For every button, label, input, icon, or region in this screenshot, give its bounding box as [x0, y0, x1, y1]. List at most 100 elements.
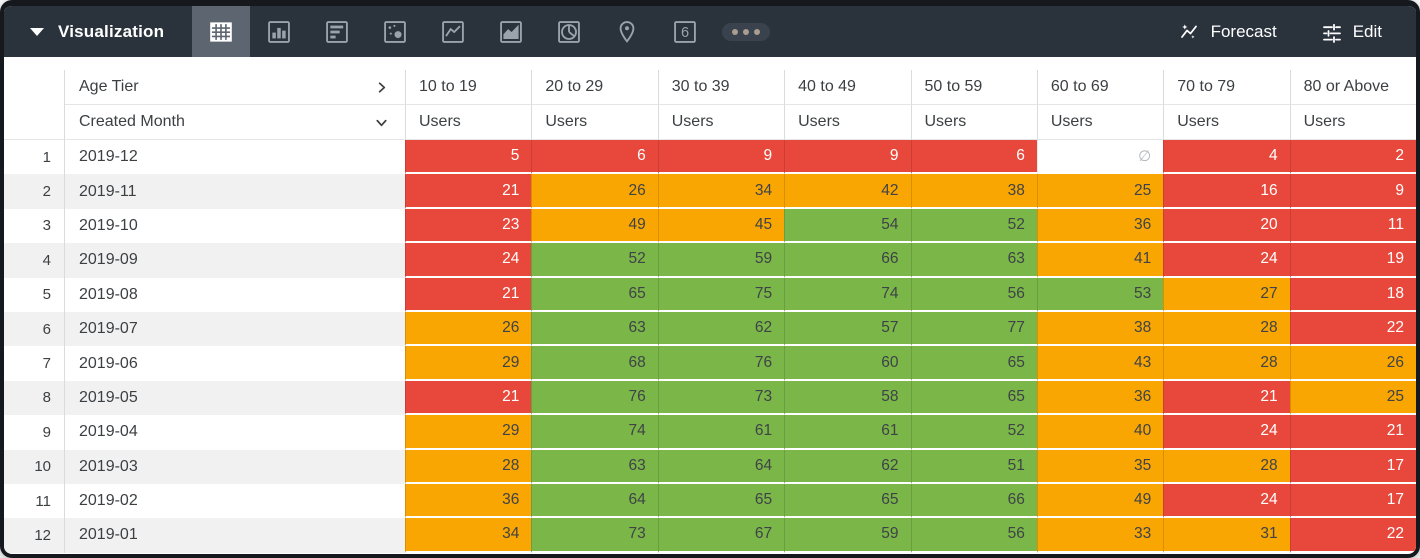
- data-cell[interactable]: 29: [405, 415, 532, 450]
- measure-label-header[interactable]: Users: [910, 105, 1037, 140]
- chevron-right-icon[interactable]: [374, 80, 389, 95]
- data-cell[interactable]: 61: [657, 415, 785, 450]
- map-viz-icon[interactable]: [598, 6, 656, 57]
- data-cell[interactable]: 24: [1163, 483, 1290, 519]
- data-cell[interactable]: 26: [1289, 346, 1416, 381]
- data-cell[interactable]: 29: [405, 346, 532, 381]
- data-cell[interactable]: 52: [531, 243, 658, 278]
- measure-label-header[interactable]: Users: [657, 105, 785, 140]
- measure-label-header[interactable]: Users: [1036, 105, 1164, 140]
- data-cell[interactable]: 23: [405, 208, 532, 244]
- data-cell[interactable]: 28: [1163, 311, 1290, 347]
- data-cell[interactable]: 34: [405, 518, 532, 553]
- data-cell[interactable]: 64: [531, 483, 658, 519]
- data-cell[interactable]: 58: [784, 380, 911, 416]
- data-cell[interactable]: 36: [405, 483, 532, 519]
- data-cell[interactable]: 6: [910, 140, 1037, 175]
- data-cell[interactable]: 51: [910, 449, 1037, 484]
- month-cell[interactable]: 2019-02: [65, 483, 405, 519]
- data-cell[interactable]: 76: [531, 380, 658, 416]
- pivot-value-header[interactable]: 20 to 29: [531, 70, 658, 105]
- data-cell[interactable]: 16: [1163, 174, 1290, 209]
- month-cell[interactable]: 2019-11: [65, 174, 405, 209]
- data-cell[interactable]: 54: [784, 208, 911, 244]
- data-cell[interactable]: 6: [531, 140, 658, 175]
- data-cell[interactable]: 56: [910, 518, 1037, 553]
- data-cell[interactable]: 9: [657, 140, 785, 175]
- row-field-header[interactable]: Created Month: [65, 105, 405, 140]
- data-cell[interactable]: 40: [1036, 415, 1164, 450]
- pie-chart-viz-icon[interactable]: [540, 6, 598, 57]
- data-cell[interactable]: 52: [910, 415, 1037, 450]
- data-cell[interactable]: 24: [1163, 243, 1290, 278]
- data-cell[interactable]: 33: [1036, 518, 1164, 553]
- data-cell[interactable]: 36: [1036, 380, 1164, 416]
- pivot-value-header[interactable]: 50 to 59: [910, 70, 1037, 105]
- data-cell[interactable]: 65: [657, 483, 785, 519]
- data-cell[interactable]: 21: [1163, 380, 1290, 416]
- data-cell[interactable]: 26: [405, 311, 532, 347]
- data-cell[interactable]: 24: [1163, 415, 1290, 450]
- data-cell[interactable]: 74: [531, 415, 658, 450]
- data-cell[interactable]: 27: [1163, 277, 1290, 312]
- data-cell[interactable]: 68: [531, 346, 658, 381]
- bar-chart-viz-icon[interactable]: [308, 6, 366, 57]
- data-cell[interactable]: 73: [531, 518, 658, 553]
- pivot-value-header[interactable]: 70 to 79: [1163, 70, 1290, 105]
- month-cell[interactable]: 2019-09: [65, 243, 405, 278]
- month-cell[interactable]: 2019-08: [65, 277, 405, 312]
- data-cell[interactable]: 49: [531, 208, 658, 244]
- data-cell[interactable]: 56: [910, 277, 1037, 312]
- data-cell[interactable]: 45: [657, 208, 785, 244]
- month-cell[interactable]: 2019-10: [65, 208, 405, 244]
- data-cell[interactable]: 65: [910, 380, 1037, 416]
- month-cell[interactable]: 2019-12: [65, 140, 405, 175]
- data-cell[interactable]: 63: [531, 311, 658, 347]
- pivot-value-header[interactable]: 80 or Above: [1289, 70, 1416, 105]
- data-cell[interactable]: 62: [657, 311, 785, 347]
- data-cell[interactable]: 11: [1289, 208, 1416, 244]
- data-cell[interactable]: 65: [910, 346, 1037, 381]
- data-cell[interactable]: 77: [910, 311, 1037, 347]
- data-cell[interactable]: 61: [784, 415, 911, 450]
- data-cell[interactable]: 52: [910, 208, 1037, 244]
- measure-label-header[interactable]: Users: [1289, 105, 1416, 140]
- data-cell[interactable]: 42: [784, 174, 911, 209]
- data-cell[interactable]: 75: [657, 277, 785, 312]
- data-cell[interactable]: 53: [1036, 277, 1164, 312]
- single-value-viz-icon[interactable]: 6: [656, 6, 714, 57]
- visualization-dropdown[interactable]: Visualization: [4, 6, 192, 57]
- data-cell[interactable]: 76: [657, 346, 785, 381]
- line-chart-viz-icon[interactable]: [424, 6, 482, 57]
- data-cell[interactable]: 9: [784, 140, 911, 175]
- month-cell[interactable]: 2019-07: [65, 311, 405, 347]
- data-cell[interactable]: 20: [1163, 208, 1290, 244]
- data-cell[interactable]: 28: [1163, 346, 1290, 381]
- month-cell[interactable]: 2019-06: [65, 346, 405, 381]
- data-cell[interactable]: 36: [1036, 208, 1164, 244]
- data-cell[interactable]: 65: [784, 483, 911, 519]
- data-cell[interactable]: 73: [657, 380, 785, 416]
- data-cell[interactable]: 59: [784, 518, 911, 553]
- data-cell[interactable]: 65: [531, 277, 658, 312]
- data-cell[interactable]: 26: [531, 174, 658, 209]
- measure-label-header[interactable]: Users: [405, 105, 532, 140]
- data-cell[interactable]: 21: [405, 277, 532, 312]
- data-cell[interactable]: 57: [784, 311, 911, 347]
- data-cell[interactable]: 17: [1289, 449, 1416, 484]
- chevron-down-icon[interactable]: [374, 115, 389, 130]
- data-cell[interactable]: 31: [1163, 518, 1290, 553]
- data-cell[interactable]: 17: [1289, 483, 1416, 519]
- data-cell[interactable]: 62: [784, 449, 911, 484]
- data-cell[interactable]: 19: [1289, 243, 1416, 278]
- data-cell[interactable]: 63: [531, 449, 658, 484]
- data-cell[interactable]: 59: [657, 243, 785, 278]
- data-cell[interactable]: 5: [405, 140, 532, 175]
- data-cell[interactable]: 25: [1036, 174, 1164, 209]
- measure-label-header[interactable]: Users: [1163, 105, 1290, 140]
- data-cell[interactable]: 43: [1036, 346, 1164, 381]
- pivot-field-header[interactable]: Age Tier: [65, 70, 405, 105]
- data-cell[interactable]: 2: [1289, 140, 1416, 175]
- pivot-value-header[interactable]: 30 to 39: [657, 70, 785, 105]
- data-cell[interactable]: 38: [1036, 311, 1164, 347]
